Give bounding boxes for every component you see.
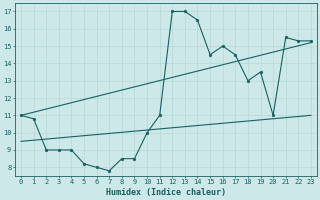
X-axis label: Humidex (Indice chaleur): Humidex (Indice chaleur) bbox=[106, 188, 226, 197]
